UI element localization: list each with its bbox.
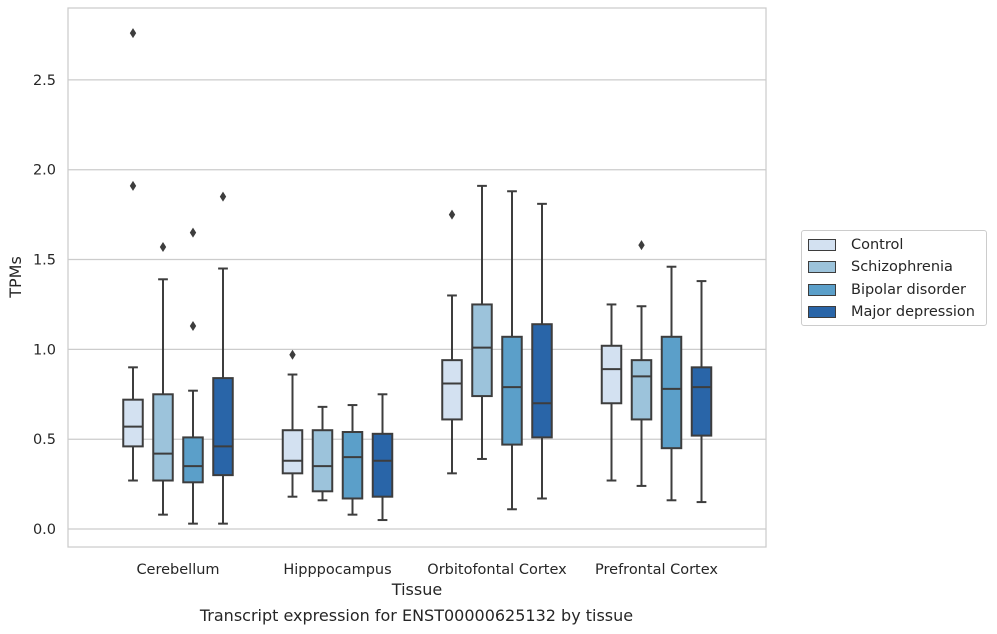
chart-caption: Transcript expression for ENST0000062513… [199, 606, 634, 625]
iqr-box [531, 323, 553, 439]
x-tick-label: Prefrontal Cortex [595, 562, 718, 578]
series-control [122, 28, 623, 498]
box-control-hipppocampus [281, 349, 304, 498]
iqr-box [600, 344, 623, 405]
x-tick-label: Hipppocampus [283, 562, 391, 578]
y-tick-label: 0.5 [33, 432, 56, 448]
series-bipolar-disorder [182, 190, 683, 525]
iqr-box [441, 359, 463, 421]
iqr-box [281, 429, 304, 475]
outlier-point [189, 321, 197, 332]
iqr-box [212, 377, 234, 477]
box-major-depression-hipppocampus [371, 393, 394, 522]
iqr-box [630, 359, 653, 421]
outlier-point [289, 349, 296, 360]
plot-frame [67, 7, 767, 548]
legend-item-control: Control [808, 235, 903, 255]
legend-item-bipolar-disorder: Bipolar disorder [808, 280, 966, 300]
box-control-cerebellum [122, 28, 144, 482]
box-control-prefrontal-cortex [600, 303, 623, 482]
box-series [122, 28, 713, 525]
iqr-box [371, 432, 394, 498]
x-tick-label: Cerebellum [136, 562, 219, 578]
box-schizophrenia-orbitofontal-cortex [471, 184, 493, 460]
y-tick-label: 0.0 [33, 522, 56, 538]
box-schizophrenia-hipppocampus [311, 405, 334, 502]
legend-swatch-control [808, 239, 836, 251]
y-axis-label: TPMs [6, 256, 25, 299]
box-major-depression-prefrontal-cortex [690, 280, 713, 504]
iqr-box [122, 398, 144, 448]
iqr-box [690, 366, 713, 437]
x-axis-label: Tissue [391, 580, 442, 599]
legend-label-bipolar-disorder: Bipolar disorder [851, 282, 966, 298]
box-bipolar-disorder-hipppocampus [341, 404, 364, 516]
iqr-box [471, 303, 493, 398]
series-major-depression [212, 191, 713, 525]
box-schizophrenia-cerebellum [152, 241, 174, 516]
y-tick-label: 1.0 [33, 342, 56, 358]
legend: Control Schizophrenia Bipolar disorder M… [801, 230, 987, 326]
legend-label-schizophrenia: Schizophrenia [851, 259, 953, 275]
iqr-box [311, 429, 334, 493]
legend-label-major-depression: Major depression [851, 304, 975, 320]
outlier-point [129, 28, 137, 39]
outlier-point [638, 240, 645, 251]
box-control-orbitofontal-cortex [441, 209, 463, 475]
outlier-point [159, 241, 167, 252]
legend-item-major-depression: Major depression [808, 302, 975, 322]
outlier-point [219, 191, 227, 202]
box-bipolar-disorder-cerebellum [182, 227, 204, 525]
iqr-box [501, 335, 523, 446]
iqr-box [152, 393, 174, 482]
legend-swatch-schizophrenia [808, 261, 836, 273]
y-tick-labels: 0.0 0.5 1.0 1.5 2.0 2.5 [33, 73, 56, 538]
box-bipolar-disorder-orbitofontal-cortex [501, 190, 523, 511]
outlier-point [129, 180, 137, 191]
box-major-depression-orbitofontal-cortex [531, 202, 553, 500]
y-tick-label: 1.5 [33, 253, 56, 269]
box-bipolar-disorder-prefrontal-cortex [660, 265, 683, 502]
box-major-depression-cerebellum [212, 191, 234, 525]
x-tick-label: Orbitofontal Cortex [427, 562, 567, 578]
iqr-box [341, 431, 364, 500]
y-tick-label: 2.0 [33, 163, 56, 179]
legend-label-control: Control [851, 237, 904, 253]
x-tick-labels: Cerebellum Hipppocampus Orbitofontal Corte… [136, 562, 718, 578]
outlier-point [189, 227, 197, 238]
iqr-box [660, 335, 683, 450]
series-schizophrenia [152, 184, 653, 516]
legend-swatch-major-depression [808, 306, 836, 318]
legend-swatch-bipolar-disorder [808, 284, 836, 296]
legend-item-schizophrenia: Schizophrenia [808, 257, 953, 277]
y-tick-label: 2.5 [33, 73, 56, 89]
iqr-box [182, 436, 204, 484]
box-schizophrenia-prefrontal-cortex [630, 240, 653, 487]
outlier-point [448, 209, 456, 220]
